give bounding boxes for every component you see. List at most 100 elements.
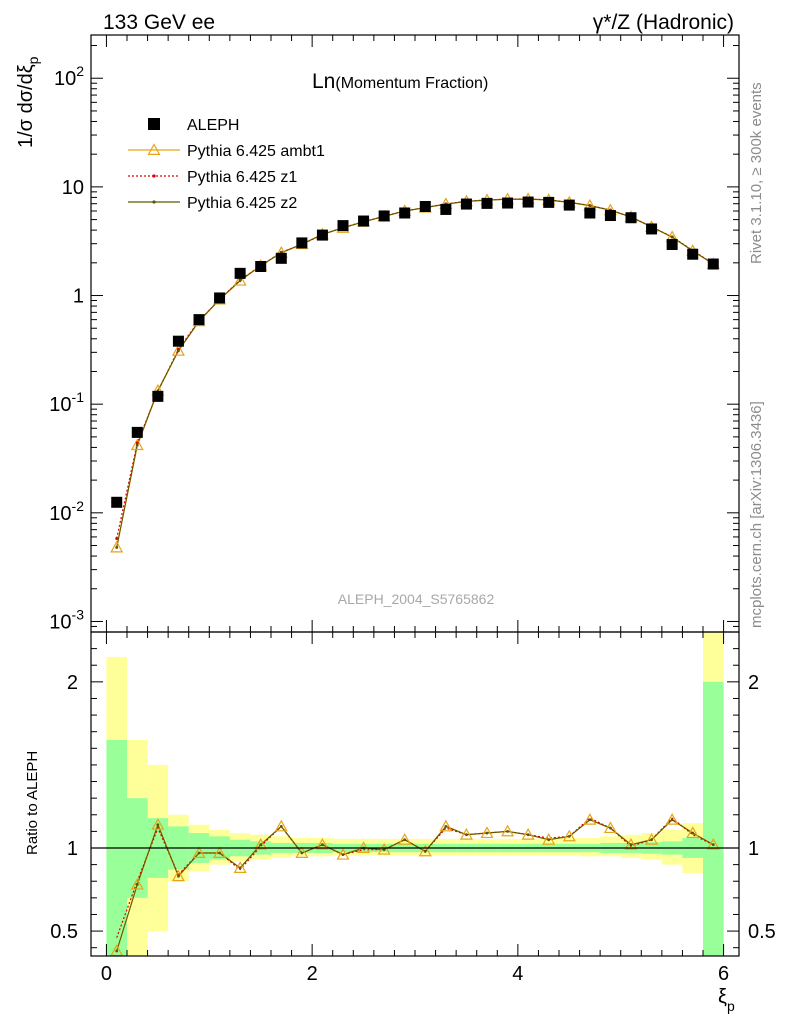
aleph-data-point [152,390,164,402]
series-z1-point [115,537,119,541]
ratio-stat-band [703,681,724,956]
ratio-ambt1-point [542,832,556,845]
aleph-data-point [625,212,637,224]
ratio-z2-point [547,838,551,842]
ratio-panel-frame [90,631,740,957]
ratio-z2-point [609,826,612,830]
aleph-data-point [193,314,205,326]
ratio-ambt1-point [151,818,165,830]
main-ylabel: 1/σ dσ/dξp [15,56,41,148]
ratio-ambt1-point [336,847,350,860]
series-z1-line [116,198,714,539]
legend-aleph-marker [148,118,160,130]
x-axis-label-sub: p [727,998,735,1014]
ratio-z2-point [279,825,283,828]
ratio-z2-point [588,818,592,822]
ratio-y-tick-label-right: 2 [748,672,759,694]
ratio-ambt1-point [295,846,309,858]
series-z2-point [670,235,674,239]
ratio-z2-point [238,866,242,870]
aleph-data-point [316,229,328,241]
ratio-z2-point [259,843,263,847]
ratio-ambt1-point [665,813,679,825]
ratio-ambt1-point [233,861,247,873]
ratio-z2-point [423,849,427,853]
ratio-ambt1-point [377,842,391,855]
ratio-ambt1-point [254,837,268,850]
ratio-z2-point [177,874,180,878]
ratio-z2-point [444,825,448,828]
ratio-ylabel: Ratio to ALEPH [24,751,41,855]
main-title-prefix: Ln [312,70,335,93]
ratio-ambt1-point [171,869,185,882]
ratio-ambt1-point [603,821,617,834]
aleph-data-point [234,267,246,279]
series-z2-point [177,349,180,353]
aleph-data-point [481,197,493,209]
main-title-suffix: (Momentum Fraction) [335,75,488,92]
ratio-z2-point [403,838,407,842]
aleph-data-point [522,196,534,208]
rivet-label: Rivet 3.1.10, ≥ 300k events [748,82,765,264]
aleph-data-point [646,223,658,235]
ratio-z2-point [218,851,221,855]
aleph-data-point [172,335,184,347]
main-ylabel-sub: p [25,56,41,64]
aleph-data-point [584,207,596,219]
series-ambt1-point [110,540,124,553]
ratio-series-group [110,813,720,957]
ratio-z2-point [629,843,633,847]
ratio-uncertainty-bands [106,632,724,956]
aleph-data-point [419,200,431,212]
source-label: mcplots.cern.ch [arXiv:1306.3436] [748,401,765,628]
ratio-z2-point [465,833,468,837]
ratio-ambt1-point [459,827,473,840]
legend: ALEPH Pythia 6.425 ambt1 Pythia 6.425 z1 Py… [128,117,325,212]
x-tick-label: 6 [718,963,729,985]
aleph-data-point [214,292,226,304]
aleph-data-point [296,237,308,249]
ratio-ambt1-point [398,832,412,845]
x-axis-label: ξp [718,986,735,1014]
ratio-y-tick-label-right: 0.5 [748,921,776,943]
series-ambt1-point [171,344,185,356]
series-z2-line [116,198,714,548]
ratio-ambt1-point [521,827,535,840]
aleph-data-point [440,203,452,215]
main-y-tick-label: 10-3 [49,606,84,633]
ratio-ambt1-point [274,819,288,832]
ratio-z2-point [300,851,304,855]
legend-entry-label: ALEPH [187,117,239,134]
ratio-ambt1-point [706,837,720,850]
series-z1-point [135,441,139,445]
legend-dot-marker [152,200,156,204]
ratio-z2-point [506,829,509,833]
series-z2-point [115,546,119,549]
aleph-data-point [460,198,472,210]
ratio-ambt1-point [480,826,494,839]
header-right-title: γ*/Z (Hadronic) [593,11,734,34]
aleph-data-point [358,215,370,227]
ratio-z2-point [197,851,201,855]
ratio-y-tick-label-left: 0.5 [50,921,78,943]
ratio-z2-point [670,818,674,822]
series-ambt1-line [116,198,714,548]
legend-entry-label: Pythia 6.425 ambt1 [187,143,325,160]
ratio-ambt1-point [686,826,700,839]
x-tick-label: 0 [101,963,112,985]
series-z2-point [588,204,592,208]
ratio-z2-point [485,831,489,835]
ratio-z2-point [156,823,160,827]
legend-entry-label: Pythia 6.425 z2 [187,195,297,212]
ratio-ambt1-point [624,837,638,850]
ratio-z2-point [115,949,119,953]
ratio-ambt1-point [213,846,227,858]
aleph-data-point [604,210,616,222]
ratio-ambt1-point [583,813,597,825]
main-panel-title: Ln(Momentum Fraction) [312,70,488,93]
ratio-z2-point [691,831,695,835]
main-y-tick-exp: 2 [76,63,84,79]
aleph-data-point [666,238,678,250]
